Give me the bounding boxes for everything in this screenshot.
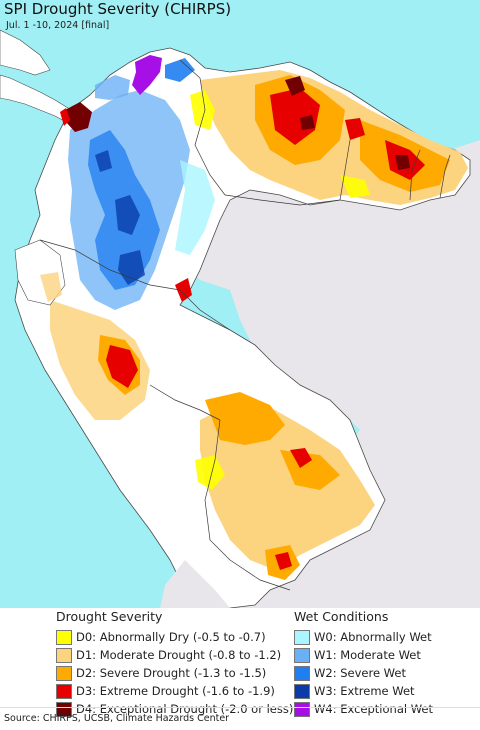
legend-item-w1: W1: Moderate Wet: [294, 646, 433, 664]
drought-map: SPI Drought Severity (CHIRPS) Jul. 1 -10…: [0, 0, 480, 608]
legend-label: D3: Extreme Drought (-1.6 to -1.9): [76, 684, 275, 698]
drought-d0-bolivia: [195, 455, 225, 490]
legend-swatch: [294, 629, 310, 645]
legend-label: W4: Exceptional Wet: [314, 702, 433, 716]
drought-d4-venezuela: [285, 76, 410, 170]
drought-d3-darien: [60, 108, 70, 126]
wet-w1-panama-coast: [95, 75, 130, 100]
wet-w3-patches: [95, 150, 145, 285]
legend-item-d2: D2: Severe Drought (-1.3 to -1.5): [56, 664, 293, 682]
legend-item-w4: W4: Exceptional Wet: [294, 700, 433, 718]
country-borders: [39, 59, 451, 591]
drought-legend-heading: Drought Severity: [56, 609, 163, 624]
drought-d1-ecuador: [40, 272, 62, 302]
legend-label: W1: Moderate Wet: [314, 648, 421, 662]
drought-d3-venezuela: [270, 88, 425, 180]
legend: Drought Severity D0: Abnormally Dry (-0.…: [0, 608, 480, 730]
wet-legend: Wet Conditions W0: Abnormally Wet W1: Mo…: [294, 608, 433, 718]
legend-label: D2: Severe Drought (-1.3 to -1.5): [76, 666, 267, 680]
legend-label: D4: Exceptional Drought (-2.0 or less): [76, 702, 294, 716]
legend-item-d1: D1: Moderate Drought (-0.8 to -1.2): [56, 646, 293, 664]
legend-label: D1: Moderate Drought (-0.8 to -1.2): [76, 648, 282, 662]
legend-swatch: [294, 665, 310, 681]
legend-label: W3: Extreme Wet: [314, 684, 415, 698]
drought-legend: Drought Severity D0: Abnormally Dry (-0.…: [56, 608, 293, 718]
legend-label: D0: Abnormally Dry (-0.5 to -0.7): [76, 630, 266, 644]
drought-d3-peru: [106, 345, 138, 388]
source-credit: Source: CHIRPS, UCSB, Climate Hazards Ce…: [4, 713, 230, 724]
wet-w0-fringe: [175, 160, 215, 255]
wet-legend-heading: Wet Conditions: [294, 609, 389, 624]
page-title: SPI Drought Severity (CHIRPS): [4, 0, 231, 18]
legend-swatch: [56, 629, 72, 645]
legend-swatch: [56, 665, 72, 681]
footer-divider: [0, 707, 480, 708]
legend-item-w2: W2: Severe Wet: [294, 664, 433, 682]
legend-swatch: [294, 683, 310, 699]
legend-swatch: [294, 647, 310, 663]
page-subtitle: Jul. 1 -10, 2024 [final]: [5, 20, 109, 31]
outside-region-land: [180, 140, 480, 608]
legend-label: W0: Abnormally Wet: [314, 630, 432, 644]
drought-d3-putumayo: [175, 278, 192, 302]
legend-item-w0: W0: Abnormally Wet: [294, 628, 433, 646]
chile-outside: [160, 560, 230, 608]
drought-d2-bolivia: [205, 392, 340, 580]
legend-item-d0: D0: Abnormally Dry (-0.5 to -0.7): [56, 628, 293, 646]
legend-swatch: [56, 701, 72, 717]
drought-d0-venezuela: [190, 90, 370, 198]
legend-item-w3: W3: Extreme Wet: [294, 682, 433, 700]
drought-d3-bolivia: [275, 448, 312, 570]
legend-item-d3: D3: Extreme Drought (-1.6 to -1.9): [56, 682, 293, 700]
wet-w4-guajira: [132, 55, 162, 95]
legend-swatch: [56, 683, 72, 699]
legend-label: W2: Severe Wet: [314, 666, 406, 680]
drought-d4-darien: [65, 102, 92, 132]
legend-item-d4: D4: Exceptional Drought (-2.0 or less): [56, 700, 293, 718]
legend-swatch: [294, 701, 310, 717]
central-america-north: [0, 29, 51, 76]
legend-swatch: [56, 647, 72, 663]
wet-w2-north: [165, 58, 195, 82]
